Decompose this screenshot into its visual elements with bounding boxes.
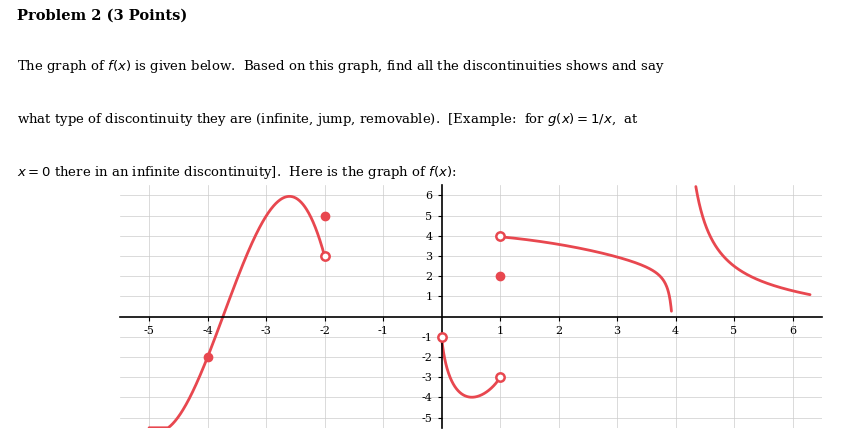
Text: $x = 0$ there in an infinite discontinuity].  Here is the graph of $f(x)$:: $x = 0$ there in an infinite discontinui… <box>17 164 457 181</box>
Text: Problem 2 (3 Points): Problem 2 (3 Points) <box>17 9 187 23</box>
Text: The graph of $f(x)$ is given below.  Based on this graph, find all the discontin: The graph of $f(x)$ is given below. Base… <box>17 58 664 75</box>
Text: what type of discontinuity they are (infinite, jump, removable).  [Example:  for: what type of discontinuity they are (inf… <box>17 111 639 128</box>
